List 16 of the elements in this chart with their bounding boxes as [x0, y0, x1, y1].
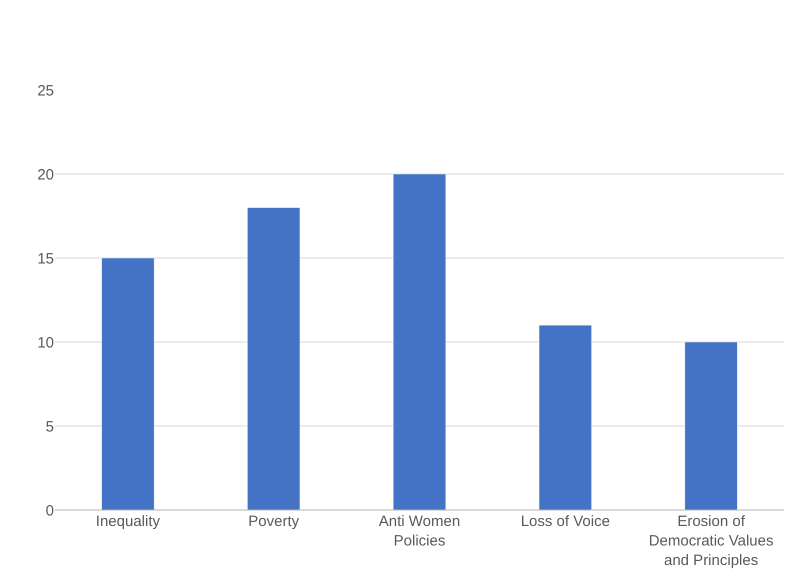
- y-tick-label: 20: [37, 166, 54, 184]
- x-tick-label: Anti Women Policies: [378, 513, 460, 550]
- bar: [538, 324, 592, 510]
- y-tick-label: 10: [37, 334, 54, 352]
- x-tick-label: Inequality: [96, 513, 160, 530]
- y-tick-label: 5: [46, 418, 54, 436]
- x-tick-label: Poverty: [248, 513, 300, 530]
- bar: [684, 342, 738, 510]
- x-tick-label: Erosion of Democratic Values and Principles: [648, 513, 774, 569]
- y-tick-label: 15: [37, 250, 54, 268]
- bar: [393, 174, 446, 510]
- x-tick-label: Loss of Voice: [520, 513, 610, 530]
- bar: [101, 258, 154, 510]
- bar: [247, 207, 300, 510]
- y-tick-label: 0: [46, 502, 54, 520]
- y-tick-label: 25: [37, 82, 54, 100]
